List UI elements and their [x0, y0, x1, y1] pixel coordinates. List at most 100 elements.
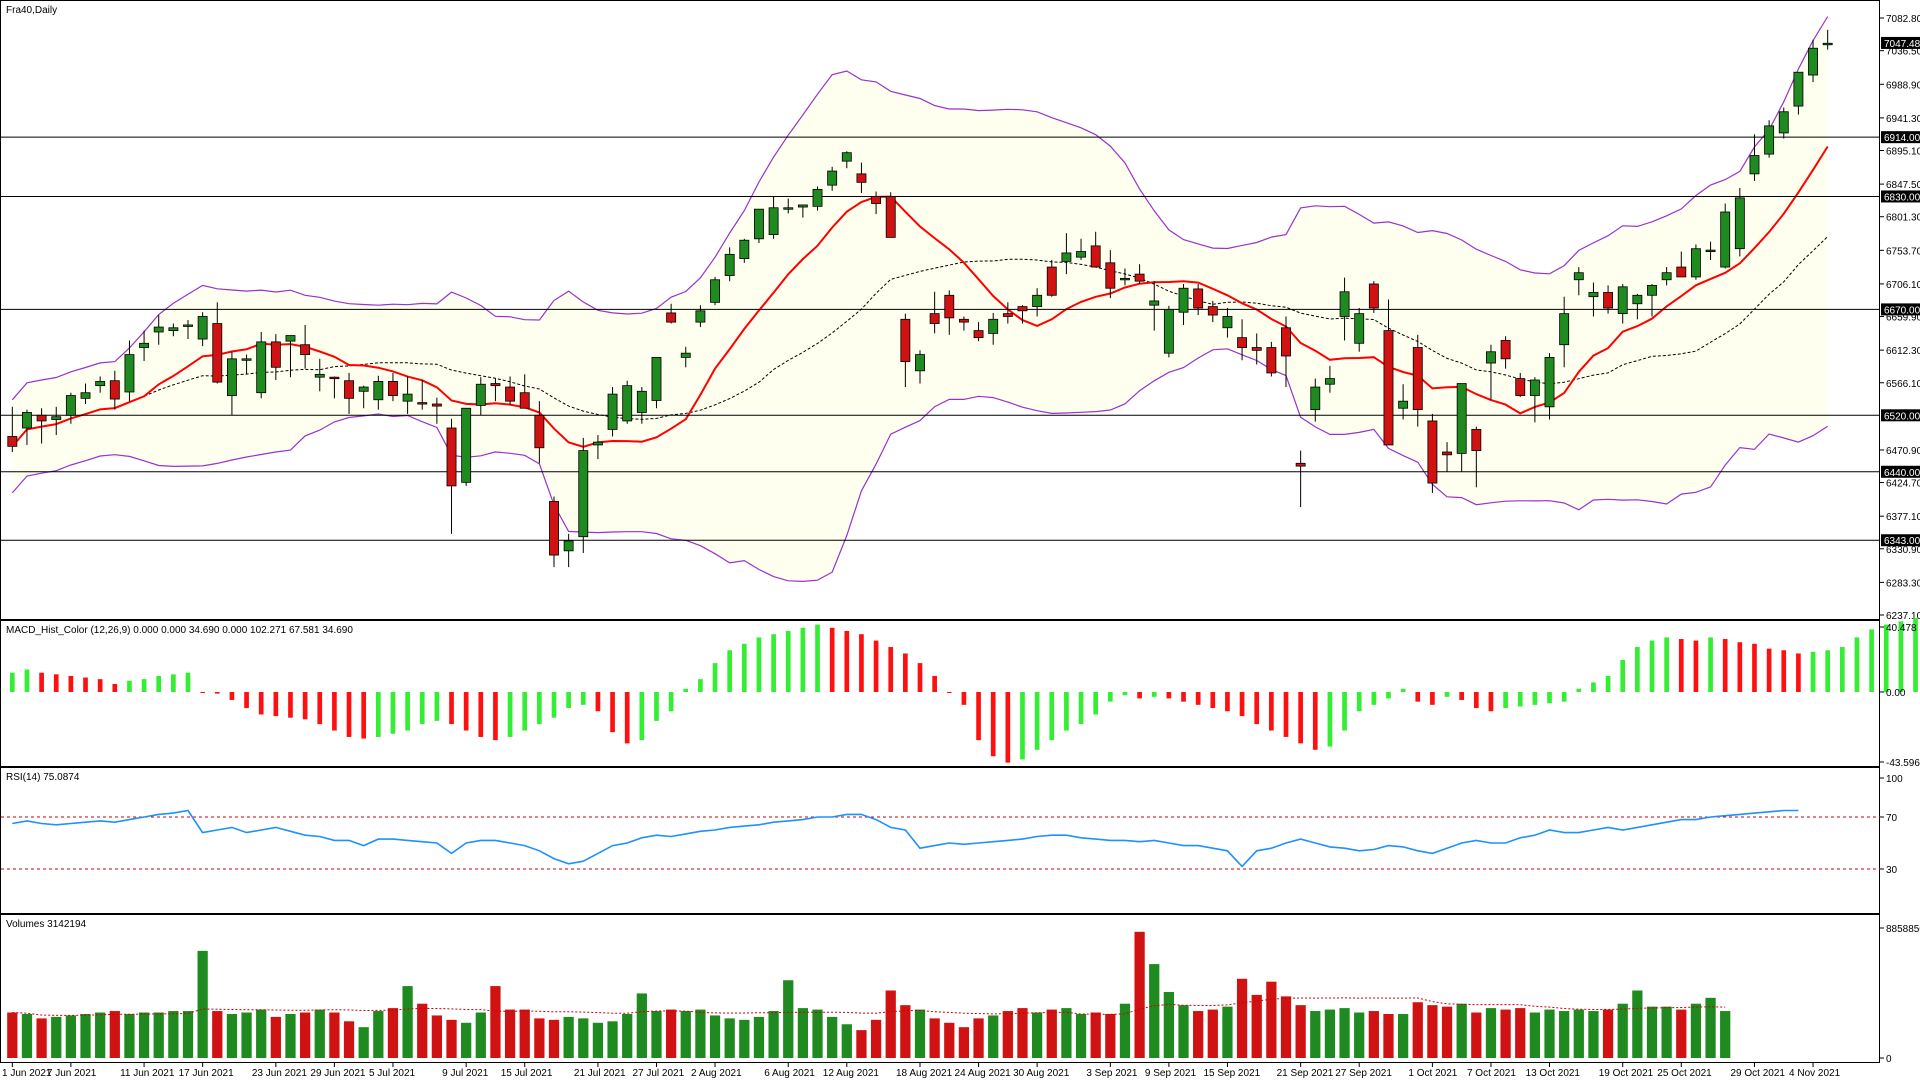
candle-body	[958, 318, 969, 323]
candle-body	[1017, 306, 1028, 312]
candle	[1559, 296, 1570, 368]
volume-bar	[1119, 1003, 1131, 1058]
candle-body	[1237, 337, 1248, 348]
volume-bar	[1705, 997, 1716, 1058]
macd-histogram-bar	[756, 637, 762, 692]
candle-body	[1705, 249, 1716, 253]
macd-histogram-bar	[1137, 691, 1142, 699]
horizontal-level-label: 6914.00	[1884, 133, 1920, 144]
horizontal-level-tag	[1881, 131, 1920, 144]
macd-histogram-bar	[185, 672, 191, 692]
candle	[1720, 203, 1731, 269]
candle	[1398, 384, 1409, 420]
volume-bar	[534, 1018, 545, 1058]
volume-bar	[329, 1012, 340, 1058]
candle-body	[1310, 386, 1321, 411]
horizontal-level-tag	[1881, 465, 1920, 478]
candle-body	[973, 330, 984, 339]
volume-bar	[1661, 1006, 1672, 1058]
volume-bar	[1105, 1013, 1116, 1058]
candle	[109, 370, 120, 410]
rsi-pane: 100 70 30	[1, 774, 1903, 876]
candle	[578, 437, 589, 553]
macd-histogram-bar	[1327, 691, 1333, 747]
macd-histogram-bar	[1283, 691, 1289, 737]
date-axis-label: 1 Oct 2021	[1408, 1068, 1457, 1079]
macd-histogram-bar	[1239, 691, 1245, 717]
volume-bar	[1354, 1012, 1365, 1058]
candle	[710, 276, 720, 306]
macd-histogram-bar	[346, 691, 352, 737]
candle-body	[139, 342, 150, 348]
volume-bar	[124, 1013, 135, 1058]
candle	[1734, 187, 1745, 257]
volume-bar	[475, 1012, 486, 1058]
macd-histogram-bar	[1371, 691, 1377, 705]
candle	[461, 407, 472, 486]
macd-histogram-bar	[624, 691, 630, 744]
macd-histogram-bar	[522, 691, 528, 731]
volume-bar	[1090, 1012, 1101, 1058]
candle	[1149, 281, 1160, 331]
candle	[1105, 250, 1116, 299]
volume-bar	[138, 1012, 150, 1058]
rsi-axis-label: 30	[1886, 865, 1898, 876]
candle	[329, 376, 340, 399]
date-axis-label: 3 Sep 2021	[1086, 1068, 1138, 1079]
volume-bar	[1383, 1013, 1394, 1058]
candle	[958, 316, 969, 331]
macd-axis-label: 0.00	[1886, 688, 1906, 699]
candle-body	[636, 390, 647, 413]
date-axis-label: 15 Jul 2021	[501, 1068, 553, 1079]
macd-histogram-bar	[507, 691, 513, 737]
candle-body	[80, 392, 91, 399]
macd-histogram-bar	[1166, 691, 1172, 699]
volume-bar	[636, 993, 647, 1058]
candle-body	[1354, 313, 1365, 344]
candle-body	[915, 354, 925, 372]
macd-histogram-bar	[53, 674, 59, 692]
macd-histogram-bar	[156, 675, 162, 692]
macd-histogram-bar	[112, 683, 118, 692]
candle-body	[1764, 125, 1775, 155]
volume-bar	[402, 986, 413, 1058]
horizontal-level-label: 6343.00	[1884, 536, 1920, 547]
candle	[739, 238, 750, 263]
candle	[549, 496, 559, 568]
price-axis-label: 6566.10	[1886, 379, 1920, 390]
macd-histogram-bar	[1459, 691, 1465, 701]
volume-bar	[1295, 1005, 1306, 1058]
macd-histogram-bar	[1839, 647, 1845, 692]
macd-histogram-bar	[127, 680, 132, 692]
candle	[1032, 288, 1043, 317]
macd-histogram-bar	[493, 691, 498, 741]
price-axis-label: 6283.30	[1886, 578, 1920, 589]
macd-axis-label: -43.596	[1886, 758, 1920, 769]
macd-histogram-bar	[288, 691, 293, 718]
volume-bar	[21, 1013, 33, 1058]
candle	[402, 376, 413, 414]
candle-body	[36, 414, 47, 422]
candle-body	[373, 381, 384, 401]
volume-bar	[1310, 1011, 1321, 1058]
macd-histogram-bar	[1796, 653, 1801, 692]
volume-bar	[1368, 1011, 1379, 1058]
candle-body	[1749, 155, 1760, 175]
macd-histogram-bar	[1005, 691, 1011, 763]
candle	[139, 330, 150, 361]
macd-histogram-bar	[1825, 650, 1831, 692]
candle	[1661, 267, 1672, 286]
candle	[431, 397, 442, 424]
candle-body	[1295, 462, 1306, 467]
candle	[1442, 442, 1452, 472]
date-axis-label: 18 Aug 2021	[896, 1068, 953, 1079]
candle-body	[1120, 277, 1130, 281]
volume-bar	[285, 1013, 296, 1058]
candle-body	[1471, 429, 1482, 451]
candle	[666, 303, 677, 324]
volume-bar	[1397, 1013, 1409, 1058]
price-axis-label: 6706.10	[1886, 280, 1920, 291]
macd-histogram-bar	[375, 691, 381, 737]
